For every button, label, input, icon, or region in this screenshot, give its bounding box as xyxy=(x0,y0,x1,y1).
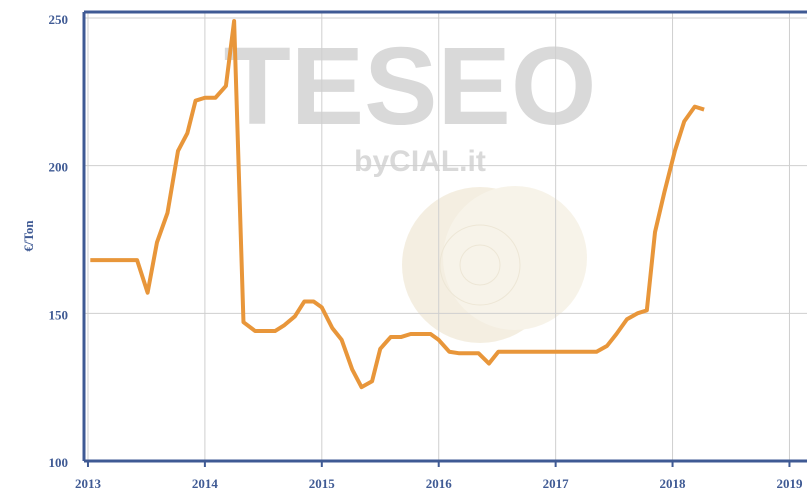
x-tick-label: 2017 xyxy=(543,476,570,491)
y-axis-label: €/Ton xyxy=(21,220,36,252)
watermark-art xyxy=(402,186,587,343)
y-tick-label: 150 xyxy=(49,307,69,322)
y-tick-label: 100 xyxy=(49,455,69,470)
watermark-subtitle: byCIAL.it xyxy=(354,145,486,178)
y-tick-label: 200 xyxy=(49,160,69,175)
x-tick-label: 2019 xyxy=(776,476,803,491)
x-tick-label: 2018 xyxy=(660,476,687,491)
x-tick-label: 2016 xyxy=(426,476,453,491)
x-tick-label: 2014 xyxy=(192,476,219,491)
watermark-circle xyxy=(443,186,587,330)
chart: TESEO byCIAL.it €/Ton 100 150 200 250 2013 20… xyxy=(0,0,807,495)
y-tick-label: 250 xyxy=(49,12,69,27)
x-tick-label: 2015 xyxy=(309,476,336,491)
watermark-logo: TESEO xyxy=(224,25,597,148)
x-tick-label: 2013 xyxy=(75,476,102,491)
